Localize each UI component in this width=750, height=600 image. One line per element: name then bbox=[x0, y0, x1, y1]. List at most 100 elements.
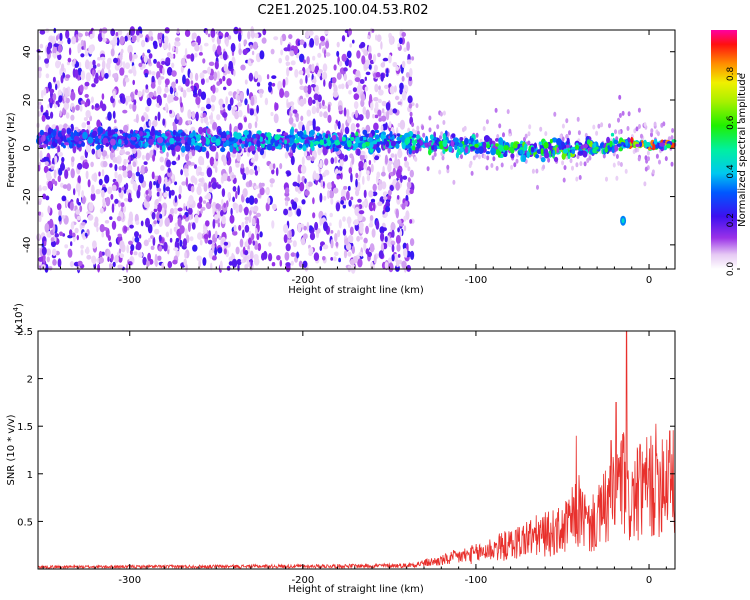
spectrogram-noise-dot bbox=[308, 225, 313, 231]
spectrogram-noise-dot bbox=[247, 60, 252, 66]
spectrogram-noise-dot bbox=[340, 83, 345, 90]
spectrogram-noise-dot bbox=[320, 179, 324, 188]
spectrogram-noise-dot bbox=[42, 193, 47, 200]
spectrogram-noise-dot bbox=[384, 84, 389, 89]
spectrogram-noise-dot bbox=[395, 208, 399, 219]
y-tick-label: 0 bbox=[22, 145, 33, 151]
spectrogram-ridge-dot bbox=[298, 130, 304, 137]
spectrogram-noise-dot bbox=[43, 240, 47, 247]
spectrogram-noise-dot bbox=[105, 196, 111, 207]
spectrogram-ridge-dot bbox=[389, 131, 393, 138]
spectrogram-ridge-dot bbox=[582, 150, 588, 158]
snr-multiplier: (x104) bbox=[12, 303, 25, 334]
spectrogram-noise-dot bbox=[55, 100, 60, 105]
spectrogram-noise-dot bbox=[374, 114, 379, 119]
spectrogram-noise-dot bbox=[388, 54, 392, 64]
spectrogram-ridge-dot bbox=[341, 136, 346, 142]
spectrogram-noise-dot bbox=[275, 167, 279, 177]
spectrogram-noise-dot bbox=[183, 258, 187, 267]
spectrogram-noise-dot bbox=[314, 221, 319, 231]
spectrogram-noise-dot bbox=[358, 166, 362, 172]
spectrogram-ridge-dot bbox=[161, 133, 166, 137]
spectrogram-ridge-dot bbox=[274, 141, 279, 147]
spectrogram-noise-dot bbox=[305, 74, 308, 84]
spectrogram-noise-dot bbox=[248, 195, 255, 205]
spectrogram-noise-dot bbox=[299, 39, 305, 45]
spectrogram-noise-dot bbox=[134, 236, 140, 243]
spectrogram-noise-dot bbox=[80, 100, 86, 105]
spectrogram-noise-dot bbox=[228, 35, 232, 40]
spectrogram-noise-dot bbox=[553, 111, 557, 117]
spectrogram-noise-dot bbox=[97, 56, 101, 61]
spectrogram-noise-dot bbox=[169, 208, 175, 214]
spectrogram-ridge-dot bbox=[215, 138, 221, 146]
spectrogram-ridge-dot bbox=[319, 139, 325, 146]
spectrogram-noise-dot bbox=[117, 29, 123, 36]
spectrogram-noise-dot bbox=[144, 87, 150, 94]
spectrogram-noise-dot bbox=[187, 109, 192, 119]
spectrogram-noise-dot bbox=[148, 70, 152, 75]
spectrogram-ridge-dot bbox=[574, 145, 580, 150]
spectrogram-noise-dot bbox=[204, 195, 209, 200]
spectrogram-noise-dot bbox=[60, 75, 64, 84]
spectrogram-noise-dot bbox=[386, 110, 390, 121]
spectrogram-noise-dot bbox=[59, 110, 62, 117]
spectrogram-noise-dot bbox=[264, 97, 269, 106]
spectrogram-noise-dot bbox=[218, 98, 224, 106]
spectrogram-noise-dot bbox=[83, 40, 86, 51]
spectrogram-noise-dot bbox=[214, 214, 219, 221]
spectrogram-noise-dot bbox=[371, 28, 375, 33]
spectrogram-noise-dot bbox=[375, 220, 380, 230]
spectrogram-noise-dot bbox=[243, 256, 247, 263]
spectrogram-noise-dot bbox=[176, 28, 180, 34]
spectrogram-noise-dot bbox=[349, 43, 353, 48]
spectrogram-noise-dot bbox=[401, 260, 407, 269]
spectrogram-noise-dot bbox=[57, 151, 63, 157]
spectrogram-noise-dot bbox=[363, 154, 368, 160]
spectrogram-noise-dot bbox=[618, 113, 622, 118]
spectrogram-noise-dot bbox=[292, 240, 297, 248]
spectrogram-noise-dot bbox=[356, 50, 361, 59]
spectrogram-noise-dot bbox=[112, 36, 118, 46]
spectrogram-ridge-dot bbox=[556, 138, 562, 146]
spectrogram-noise-dot bbox=[190, 53, 195, 62]
spectrogram-noise-dot bbox=[391, 229, 395, 238]
spectrogram-noise-dot bbox=[643, 181, 647, 187]
spectrogram-noise-dot bbox=[303, 225, 307, 231]
spectrogram-noise-dot bbox=[341, 188, 346, 199]
spectrogram-noise-dot bbox=[207, 33, 211, 38]
spectrogram-noise-dot bbox=[254, 185, 260, 190]
spectrogram-noise-dot bbox=[66, 183, 72, 192]
spectrogram-noise-dot bbox=[535, 168, 539, 174]
spectrogram-noise-dot bbox=[217, 247, 223, 254]
spectrogram-noise-dot bbox=[240, 165, 245, 175]
spectrogram-noise-dot bbox=[250, 250, 254, 260]
spectrogram-noise-dot bbox=[405, 188, 412, 196]
spectrogram-noise-dot bbox=[363, 49, 368, 56]
spectrogram-noise-dot bbox=[633, 128, 637, 134]
spectrogram-noise-dot bbox=[151, 75, 155, 84]
spectrogram-noise-dot bbox=[355, 178, 358, 188]
spectrogram-noise-dot bbox=[135, 149, 142, 159]
spectrogram-ridge-dot bbox=[52, 130, 57, 137]
spectrogram-noise-dot bbox=[285, 76, 289, 86]
spectrogram-noise-dot bbox=[355, 172, 359, 179]
spectrogram-noise-dot bbox=[198, 178, 204, 183]
spectrogram-noise-dot bbox=[150, 235, 154, 239]
spectrogram-ridge-dot bbox=[355, 136, 361, 144]
spectrogram-noise-dot bbox=[483, 154, 487, 160]
spectrogram-noise-dot bbox=[188, 151, 193, 160]
y-tick-label: 1 bbox=[27, 470, 33, 481]
spectrogram-ridge-dot bbox=[327, 139, 332, 147]
spectrogram-noise-dot bbox=[409, 219, 413, 224]
spectrogram-noise-dot bbox=[138, 234, 142, 239]
spectrogram-ridge-dot bbox=[482, 141, 487, 149]
spectrogram-ridge-dot bbox=[469, 146, 476, 150]
spectrogram-noise-dot bbox=[117, 264, 123, 269]
spectrogram-noise-dot bbox=[114, 64, 120, 71]
spectrogram-noise-dot bbox=[248, 169, 254, 175]
spectrogram-ridge-dot bbox=[259, 148, 265, 156]
spectrogram-noise-dot bbox=[171, 160, 177, 166]
spectrogram-noise-dot bbox=[627, 111, 631, 117]
spectrogram-noise-dot bbox=[614, 129, 617, 135]
